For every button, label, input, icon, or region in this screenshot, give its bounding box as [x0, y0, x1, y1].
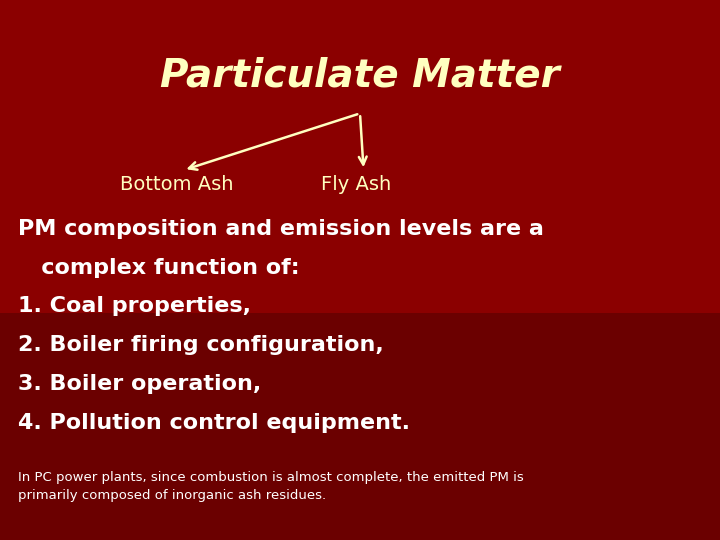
- Text: 4. Pollution control equipment.: 4. Pollution control equipment.: [18, 413, 410, 433]
- Text: Fly Ash: Fly Ash: [321, 176, 392, 194]
- Text: PM composition and emission levels are a: PM composition and emission levels are a: [18, 219, 544, 239]
- Text: Bottom Ash: Bottom Ash: [120, 176, 233, 194]
- Text: In PC power plants, since combustion is almost complete, the emitted PM is
prima: In PC power plants, since combustion is …: [18, 471, 523, 502]
- Text: Particulate Matter: Particulate Matter: [160, 57, 560, 94]
- Text: 2. Boiler firing configuration,: 2. Boiler firing configuration,: [18, 335, 384, 355]
- FancyBboxPatch shape: [0, 313, 720, 540]
- Text: 3. Boiler operation,: 3. Boiler operation,: [18, 374, 261, 394]
- Text: complex function of:: complex function of:: [18, 258, 300, 278]
- Text: 1. Coal properties,: 1. Coal properties,: [18, 296, 251, 316]
